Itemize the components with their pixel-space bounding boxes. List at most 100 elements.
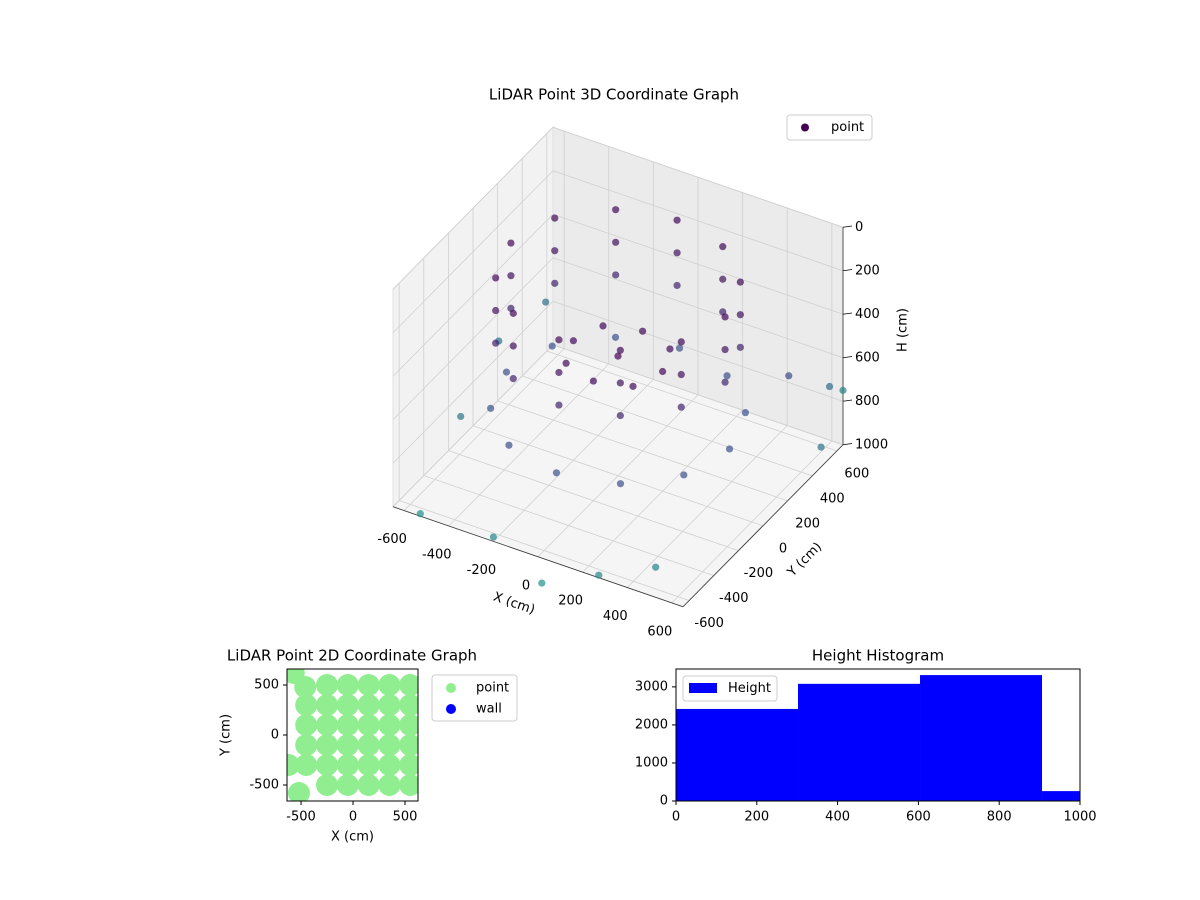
grid-line [399,500,690,601]
grid-line [392,344,554,508]
point [378,714,401,736]
y-tick-label: 0 [271,728,279,743]
point [295,714,318,736]
point [721,345,729,354]
point [492,274,500,282]
x-tick-label: -500 [286,810,316,825]
legend-marker [801,123,809,132]
z-tick-mark [842,443,853,446]
axes-frame [675,668,1081,802]
point [817,443,825,451]
x-tick-label: 0 [672,810,680,825]
x-tick-label: 800 [987,810,1012,825]
grid-line [392,126,554,290]
point [736,278,744,286]
point [399,694,418,716]
z-tick-label: 800 [855,394,880,409]
grid-line [552,170,844,272]
point [612,206,620,214]
grid-line [423,475,714,576]
bar [676,708,799,801]
chart-title: LiDAR Point 3D Coordinate Graph [489,86,739,104]
point [659,367,667,376]
chart-title: LiDAR Point 2D Coordinate Graph [227,647,477,665]
x-axis-line [392,506,684,608]
x-tick-label: -600 [377,532,407,547]
point [507,272,515,280]
y-axis-label: Y (cm) [219,714,234,757]
point [542,298,550,306]
point [552,469,561,477]
grid-line [552,213,844,315]
z-tick-mark [842,356,853,359]
grid-line [552,126,844,228]
x-tick-label: 500 [393,810,418,825]
point [378,774,401,796]
point [616,411,624,420]
y-axis-label: Y (cm) [784,540,825,581]
point [736,343,744,351]
point [316,694,339,716]
point [673,216,681,224]
point [551,214,559,222]
point [295,694,318,716]
legend-box [786,114,873,141]
point [555,368,563,377]
point [316,754,339,776]
grid-line [546,350,837,452]
point [825,382,834,391]
z-tick-mark [842,312,853,315]
point [741,409,749,417]
point [492,306,500,315]
point [673,281,681,290]
point [294,676,317,698]
point [509,342,517,350]
y-tick-label: -500 [249,778,279,793]
point [639,327,647,335]
point [673,249,681,257]
point [357,714,380,736]
point [507,239,515,247]
legend-marker [446,704,456,714]
point [785,372,793,380]
z-axis-label: H (cm) [896,308,911,352]
point [505,441,513,449]
point [569,337,577,345]
grid-line [392,170,554,334]
bar [798,683,921,801]
point [614,352,622,360]
x-tick-label: 600 [906,810,931,825]
point [629,382,637,390]
point [509,375,517,383]
point [719,243,727,251]
point [612,271,620,279]
point [336,754,359,776]
chart-title: Height Histogram [812,647,944,665]
point [489,533,497,541]
y-tick-label: 0 [779,541,787,556]
point [295,754,318,776]
point [399,734,418,756]
x-axis-label: X (cm) [491,590,537,618]
point [548,342,556,350]
point [551,247,559,255]
point [357,754,380,776]
y-tick-label: 600 [844,466,869,481]
grid-line [392,300,554,464]
point [378,694,401,716]
point [839,386,847,394]
z-tick-label: 200 [855,263,880,278]
point [736,311,744,319]
point [336,714,359,736]
point [336,734,359,756]
z-tick-label: 0 [855,220,863,235]
grid-line [552,344,844,446]
legend-label: point [476,681,509,696]
point [677,403,685,411]
point [616,480,625,488]
y-tick-label: -600 [694,616,724,631]
point [555,336,563,344]
grid-line [392,257,554,421]
grid-line [522,375,813,477]
